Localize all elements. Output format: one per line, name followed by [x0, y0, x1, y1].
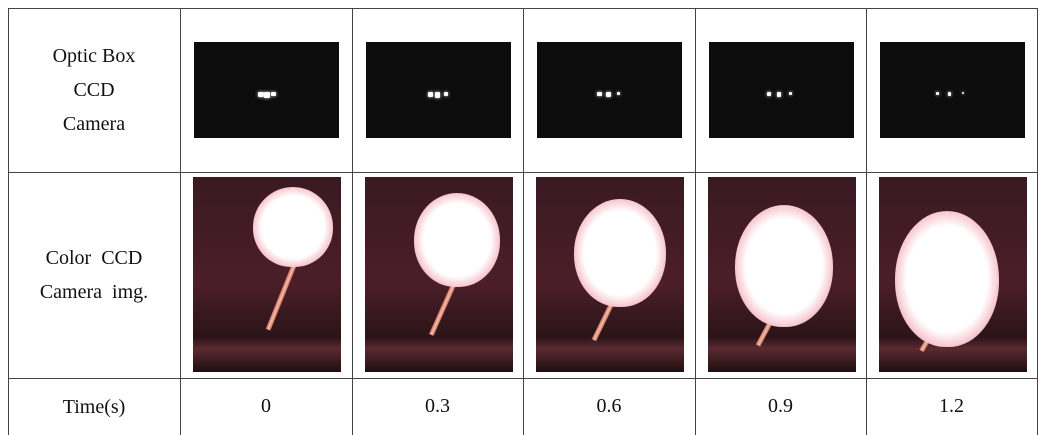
light-spot — [777, 92, 781, 97]
light-spot — [789, 92, 792, 95]
column-border — [695, 8, 696, 435]
column-border — [180, 8, 181, 435]
light-spot — [435, 92, 440, 98]
ccd-image — [366, 42, 511, 138]
table-page: Optic BoxCCDCameraColor CCDCamera img.Ti… — [0, 0, 1039, 435]
ccd-image — [880, 42, 1025, 138]
time-cell: 0 — [180, 378, 352, 435]
glow — [253, 187, 333, 267]
light-spot — [271, 92, 276, 96]
color-camera-image — [365, 177, 513, 372]
light-spot — [767, 92, 771, 96]
row-header: Time(s) — [8, 378, 180, 435]
glow — [414, 193, 500, 287]
color-camera-image — [536, 177, 684, 372]
ccd-image — [709, 42, 854, 138]
time-cell: 0.9 — [695, 378, 866, 435]
light-spot — [948, 92, 952, 96]
column-border — [866, 8, 867, 435]
header-line: Color CCD — [46, 241, 143, 275]
glow — [895, 211, 999, 347]
light-spot — [617, 92, 621, 95]
color-camera-image — [708, 177, 856, 372]
light-spot — [428, 92, 433, 97]
light-spot — [606, 92, 611, 97]
time-cell: 0.6 — [523, 378, 695, 435]
column-border — [352, 8, 353, 435]
time-cell: 0.3 — [352, 378, 523, 435]
header-line: CCD — [73, 73, 114, 107]
light-spot — [444, 92, 448, 96]
column-border — [523, 8, 524, 435]
light-spot — [264, 92, 270, 98]
column-border — [1037, 8, 1038, 435]
header-line: Time(s) — [63, 390, 126, 424]
glow — [574, 199, 666, 307]
light-spot — [962, 92, 965, 94]
time-cell: 1.2 — [866, 378, 1037, 435]
light-spot — [597, 92, 602, 96]
header-line: Camera img. — [40, 275, 148, 309]
ccd-image — [537, 42, 682, 138]
light-spot — [936, 92, 940, 95]
header-line: Optic Box — [53, 39, 136, 73]
header-line: Camera — [63, 107, 125, 141]
glow — [735, 205, 833, 327]
ccd-image — [194, 42, 339, 138]
color-camera-image — [879, 177, 1027, 372]
color-camera-image — [193, 177, 341, 372]
